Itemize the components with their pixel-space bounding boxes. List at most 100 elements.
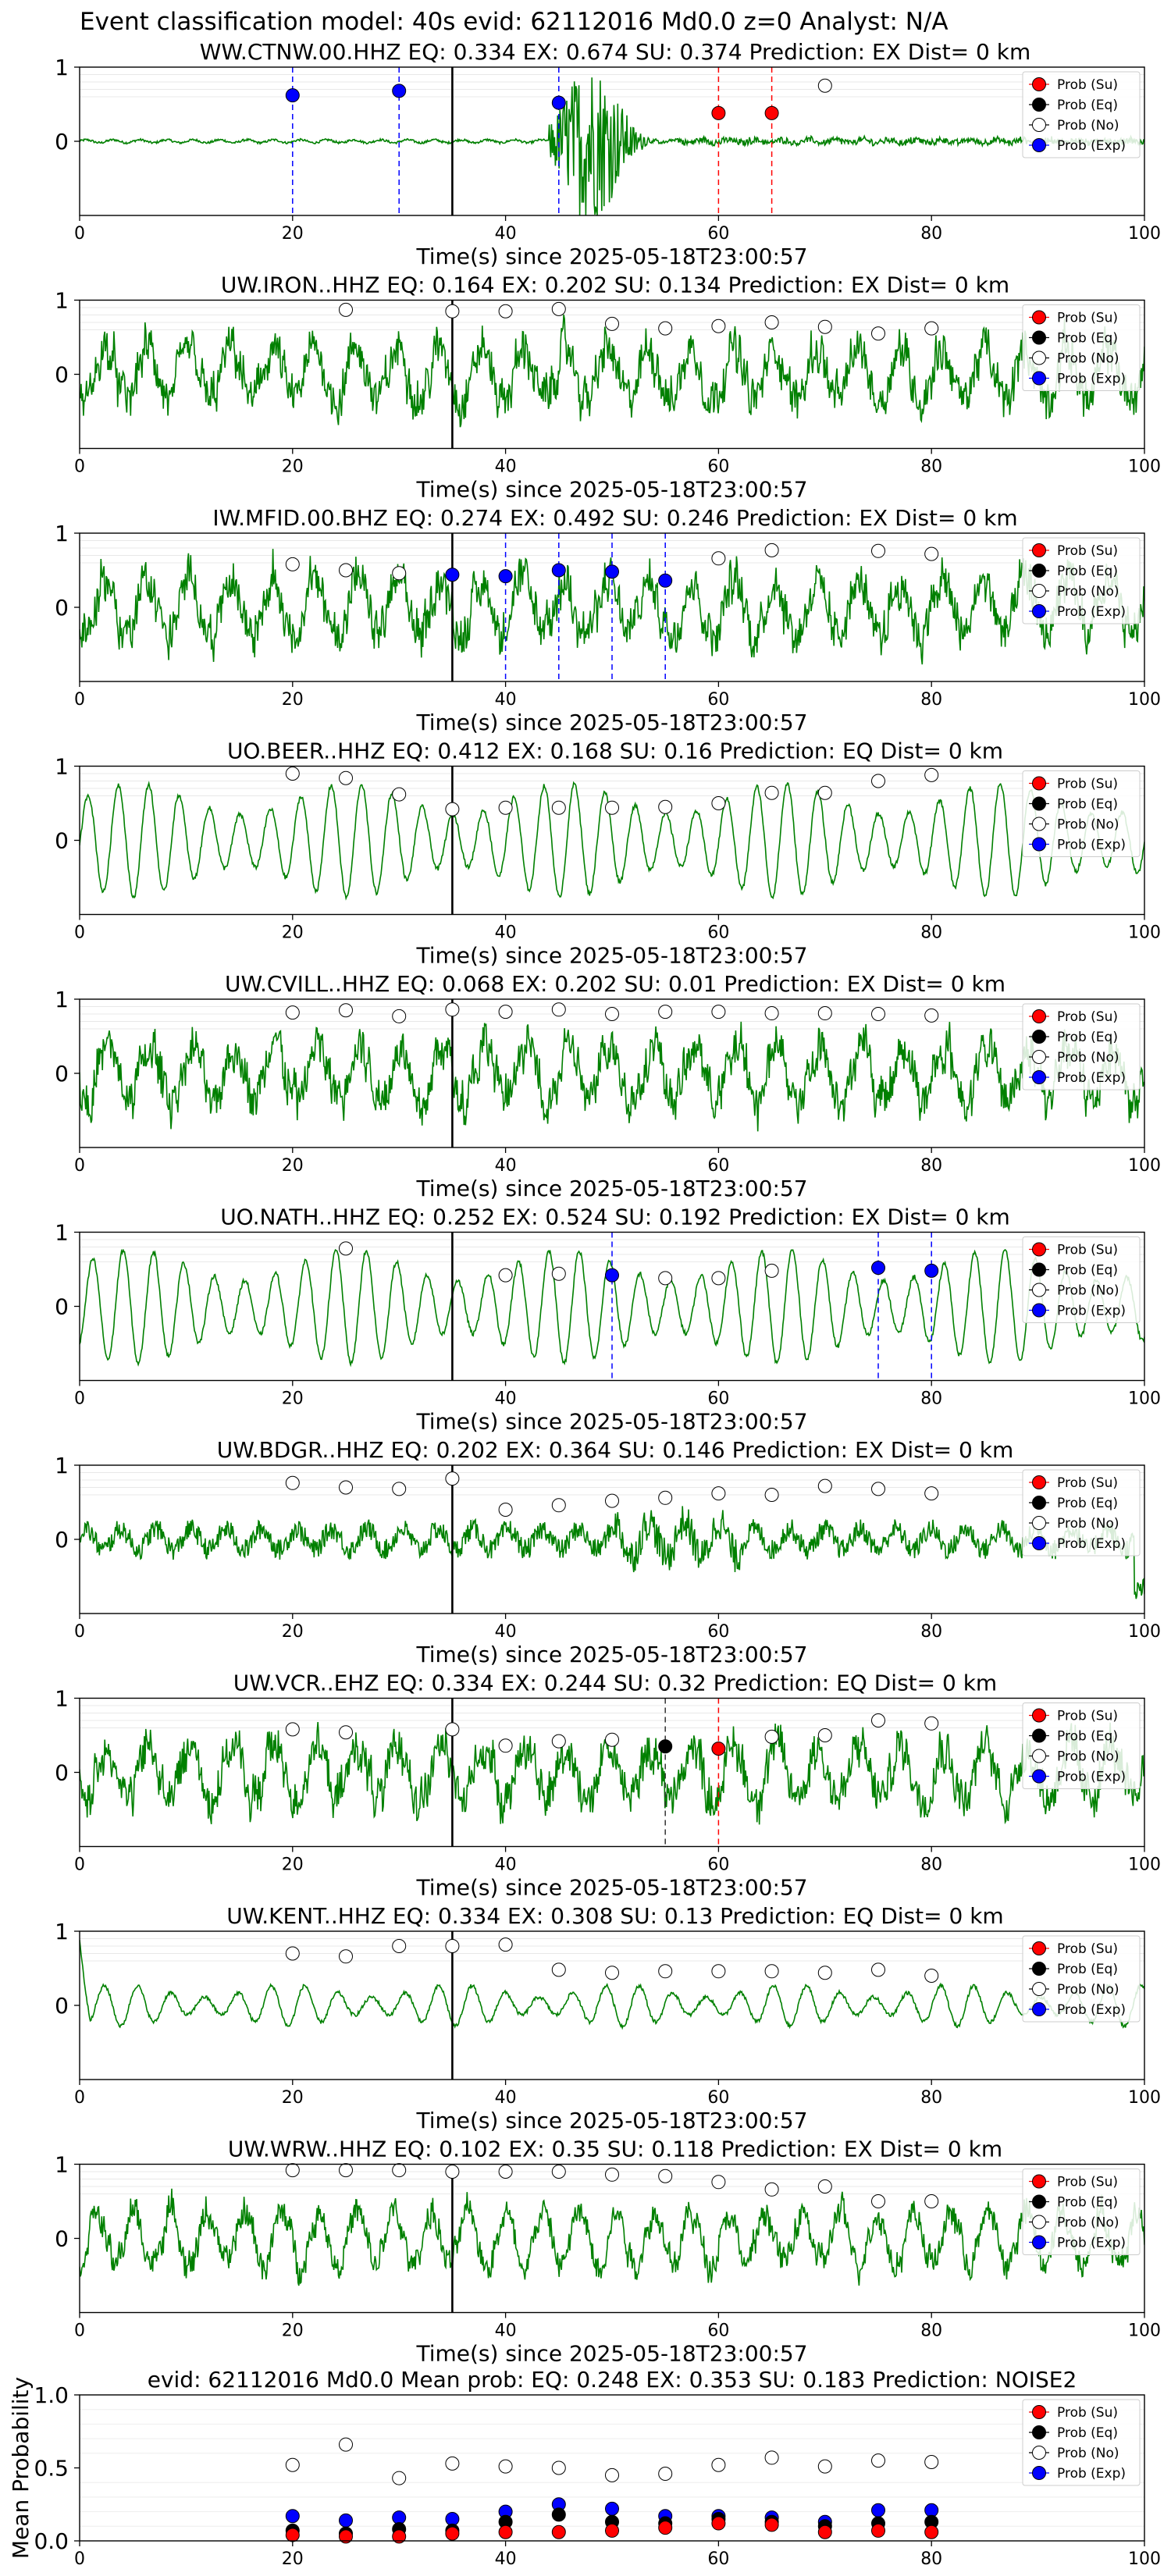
panel-title: WW.CTNW.00.HHZ EQ: 0.334 EX: 0.674 SU: 0… xyxy=(200,39,1030,65)
x-axis-label: Time(s) since 2025-05-18T23:00:57 xyxy=(415,2341,807,2367)
x-tick-label: 60 xyxy=(707,1389,729,1409)
prob-marker xyxy=(339,770,353,785)
mean-prob-point xyxy=(551,2460,566,2475)
x-axis-label: Time(s) since 2025-05-18T23:00:57 xyxy=(415,1409,807,1435)
x-tick-label: 100 xyxy=(1128,457,1161,477)
x-tick-label: 20 xyxy=(282,2088,304,2108)
x-tick-label: 60 xyxy=(707,2549,729,2569)
mean-prob-point xyxy=(871,2453,885,2468)
x-tick-label: 60 xyxy=(707,224,729,244)
mean-prob-point xyxy=(551,2507,566,2522)
legend-marker xyxy=(1032,1030,1046,1044)
legend-marker xyxy=(1032,1242,1046,1257)
x-tick-label: 80 xyxy=(920,457,942,477)
legend-marker xyxy=(1032,350,1046,365)
mean-prob-point xyxy=(392,2529,407,2544)
mean-prob-point xyxy=(924,2503,939,2517)
x-axis-label: Time(s) since 2025-05-18T23:00:57 xyxy=(415,2108,807,2133)
y-tick-label: 1 xyxy=(55,2152,69,2178)
prob-marker xyxy=(392,1482,407,1496)
prob-marker xyxy=(551,563,566,578)
summary-title: evid: 62112016 Md0.0 Mean prob: EQ: 0.24… xyxy=(148,2367,1077,2393)
legend-marker xyxy=(1032,1728,1046,1743)
prob-marker xyxy=(711,551,726,566)
x-tick-label: 20 xyxy=(282,923,304,943)
figure-suptitle: Event classification model: 40s evid: 62… xyxy=(80,8,949,36)
legend-marker xyxy=(1032,98,1046,112)
legend-label: Prob (Su) xyxy=(1057,1475,1118,1491)
x-tick-label: 80 xyxy=(920,224,942,244)
prob-marker xyxy=(498,800,513,815)
y-tick-label: 0 xyxy=(55,828,69,854)
prob-marker xyxy=(339,1480,353,1495)
prob-marker xyxy=(445,568,460,582)
legend-label: Prob (Su) xyxy=(1057,77,1118,93)
mean-prob-point xyxy=(817,2459,832,2474)
mean-prob-point xyxy=(285,2457,300,2472)
prob-marker xyxy=(392,1939,407,1953)
mean-prob-point xyxy=(392,2471,407,2485)
prob-marker xyxy=(764,315,779,329)
prob-marker xyxy=(445,1002,460,1017)
summary-panel: evid: 62112016 Md0.0 Mean prob: EQ: 0.24… xyxy=(8,2367,1161,2569)
station-panel: UW.KENT..HHZ EQ: 0.334 EX: 0.308 SU: 0.1… xyxy=(55,1903,1161,2133)
prob-marker xyxy=(285,767,300,781)
panel-title: UW.CVILL..HHZ EQ: 0.068 EX: 0.202 SU: 0.… xyxy=(225,971,1005,997)
panel-title: UW.BDGR..HHZ EQ: 0.202 EX: 0.364 SU: 0.1… xyxy=(217,1437,1014,1463)
prob-marker xyxy=(711,105,726,120)
legend-marker xyxy=(1032,1516,1046,1530)
legend-label: Prob (Eq) xyxy=(1057,1496,1118,1511)
prob-marker xyxy=(764,2182,779,2197)
x-tick-label: 40 xyxy=(495,1389,517,1409)
x-tick-label: 80 xyxy=(920,690,942,710)
mean-prob-point xyxy=(285,2509,300,2524)
x-tick-label: 20 xyxy=(282,1856,304,1875)
mean-prob-point xyxy=(764,2517,779,2532)
legend-marker xyxy=(1032,796,1046,811)
legend-label: Prob (Eq) xyxy=(1057,2195,1118,2211)
waveform-line xyxy=(80,1248,1144,1368)
legend-marker xyxy=(1032,1536,1046,1550)
prob-marker xyxy=(817,319,832,334)
prob-marker xyxy=(445,2165,460,2179)
legend-marker xyxy=(1032,2194,1046,2209)
prob-marker xyxy=(392,566,407,581)
mean-prob-point xyxy=(871,2523,885,2538)
mean-prob-point xyxy=(339,2513,353,2528)
legend-label: Prob (No) xyxy=(1057,2446,1119,2461)
prob-marker xyxy=(924,767,939,782)
x-tick-label: 40 xyxy=(495,2549,517,2569)
legend-label: Prob (Su) xyxy=(1057,1941,1118,1957)
prob-marker xyxy=(445,1471,460,1486)
y-axis-label: Mean Probability xyxy=(8,2377,34,2559)
prob-marker xyxy=(711,1742,726,1756)
station-panel: WW.CTNW.00.HHZ EQ: 0.334 EX: 0.674 SU: 0… xyxy=(55,39,1161,269)
mean-prob-point xyxy=(658,2521,673,2535)
waveform-line xyxy=(80,1021,1144,1132)
y-tick-label: 1 xyxy=(55,521,69,546)
prob-marker xyxy=(764,785,779,800)
prob-marker xyxy=(658,1964,673,1979)
mean-prob-point xyxy=(605,2467,619,2482)
prob-marker xyxy=(285,557,300,571)
legend-label: Prob (No) xyxy=(1057,1050,1119,1066)
prob-marker xyxy=(711,1964,726,1979)
x-tick-label: 20 xyxy=(282,2549,304,2569)
legend-marker xyxy=(1032,1050,1046,1064)
x-tick-label: 20 xyxy=(282,1156,304,1176)
y-tick-label: 1 xyxy=(55,754,69,780)
prob-marker xyxy=(924,1263,939,1278)
panel-title: IW.MFID.00.BHZ EQ: 0.274 EX: 0.492 SU: 0… xyxy=(212,505,1017,531)
legend-label: Prob (Exp) xyxy=(1057,1770,1126,1785)
x-tick-label: 80 xyxy=(920,923,942,943)
x-tick-label: 0 xyxy=(74,1622,85,1642)
prob-marker xyxy=(658,573,673,588)
legend-label: Prob (Eq) xyxy=(1057,2425,1118,2441)
x-tick-label: 40 xyxy=(495,690,517,710)
station-panel: UW.BDGR..HHZ EQ: 0.202 EX: 0.364 SU: 0.1… xyxy=(55,1437,1161,1667)
x-tick-label: 80 xyxy=(920,2322,942,2341)
station-panel: UW.IRON..HHZ EQ: 0.164 EX: 0.202 SU: 0.1… xyxy=(55,272,1161,503)
x-tick-label: 40 xyxy=(495,2322,517,2341)
prob-marker xyxy=(339,1003,353,1018)
mean-prob-point xyxy=(445,2526,460,2541)
